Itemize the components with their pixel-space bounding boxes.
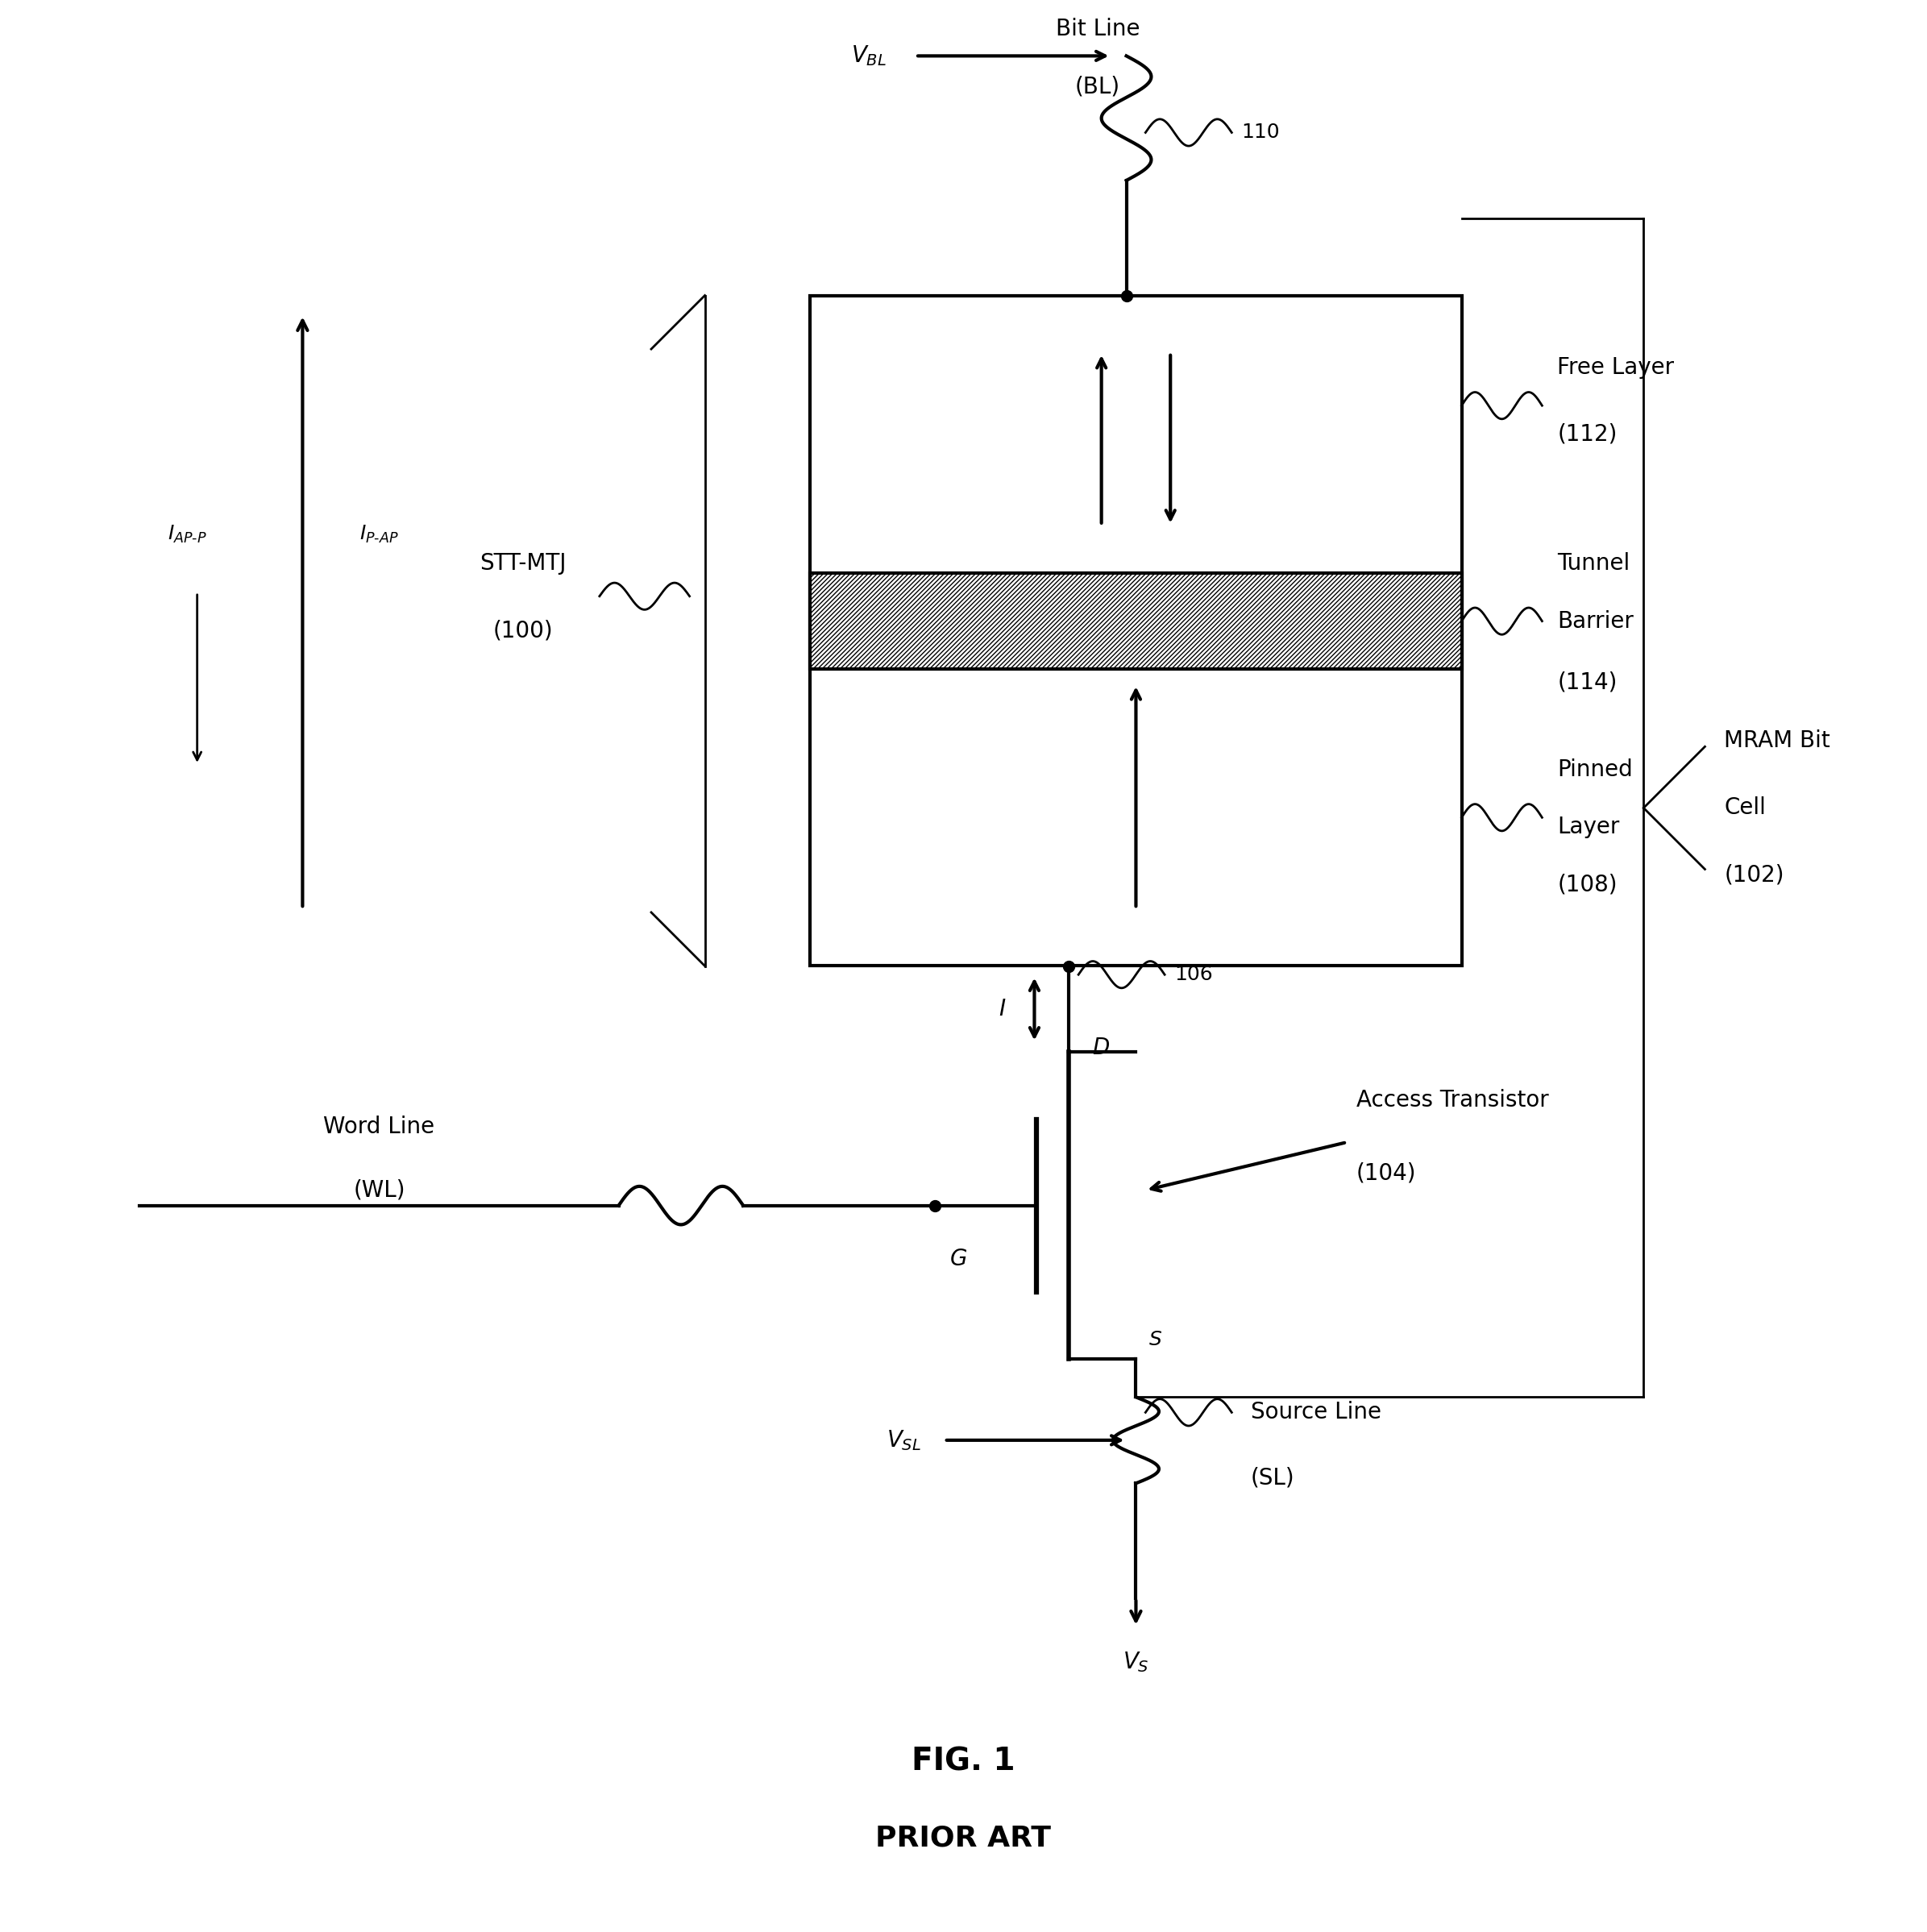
Text: (SL): (SL) [1251,1466,1295,1490]
Text: Bit Line: Bit Line [1056,17,1139,41]
Text: Tunnel: Tunnel [1557,553,1630,576]
Text: S: S [1148,1329,1162,1349]
Text: Access Transistor: Access Transistor [1357,1090,1549,1111]
Bar [809,296,1461,966]
Text: Barrier: Barrier [1557,611,1634,632]
Text: (102): (102) [1725,864,1784,887]
Text: PRIOR ART: PRIOR ART [875,1824,1052,1851]
Text: Source Line: Source Line [1251,1401,1382,1424]
Text: 110: 110 [1241,124,1280,143]
Text: (BL): (BL) [1075,75,1120,99]
Text: $I_{P\text{-}AP}$: $I_{P\text{-}AP}$ [360,524,399,545]
Text: (108): (108) [1557,873,1617,896]
Text: Cell: Cell [1725,796,1765,819]
Text: MRAM Bit: MRAM Bit [1725,730,1831,752]
Text: FIG. 1: FIG. 1 [911,1747,1016,1776]
Text: (112): (112) [1557,423,1617,446]
Text: $I_{AP\text{-}P}$: $I_{AP\text{-}P}$ [168,524,208,545]
Text: (114): (114) [1557,670,1617,694]
Text: $V_{BL}$: $V_{BL}$ [852,44,886,68]
Text: STT-MTJ: STT-MTJ [480,553,567,576]
Text: G: G [950,1248,967,1269]
Bar [809,574,1461,668]
Text: (104): (104) [1357,1161,1416,1184]
Text: 106: 106 [1174,964,1212,983]
Text: I: I [998,997,1006,1020]
Text: (100): (100) [493,620,553,641]
Text: D: D [1093,1037,1110,1059]
Text: Word Line: Word Line [324,1117,436,1138]
Text: (WL): (WL) [353,1179,405,1202]
Text: Pinned: Pinned [1557,759,1632,781]
Text: $V_S$: $V_S$ [1123,1650,1148,1673]
Text: $V_{SL}$: $V_{SL}$ [886,1428,921,1453]
Text: Layer: Layer [1557,815,1621,838]
Text: Free Layer: Free Layer [1557,355,1675,379]
